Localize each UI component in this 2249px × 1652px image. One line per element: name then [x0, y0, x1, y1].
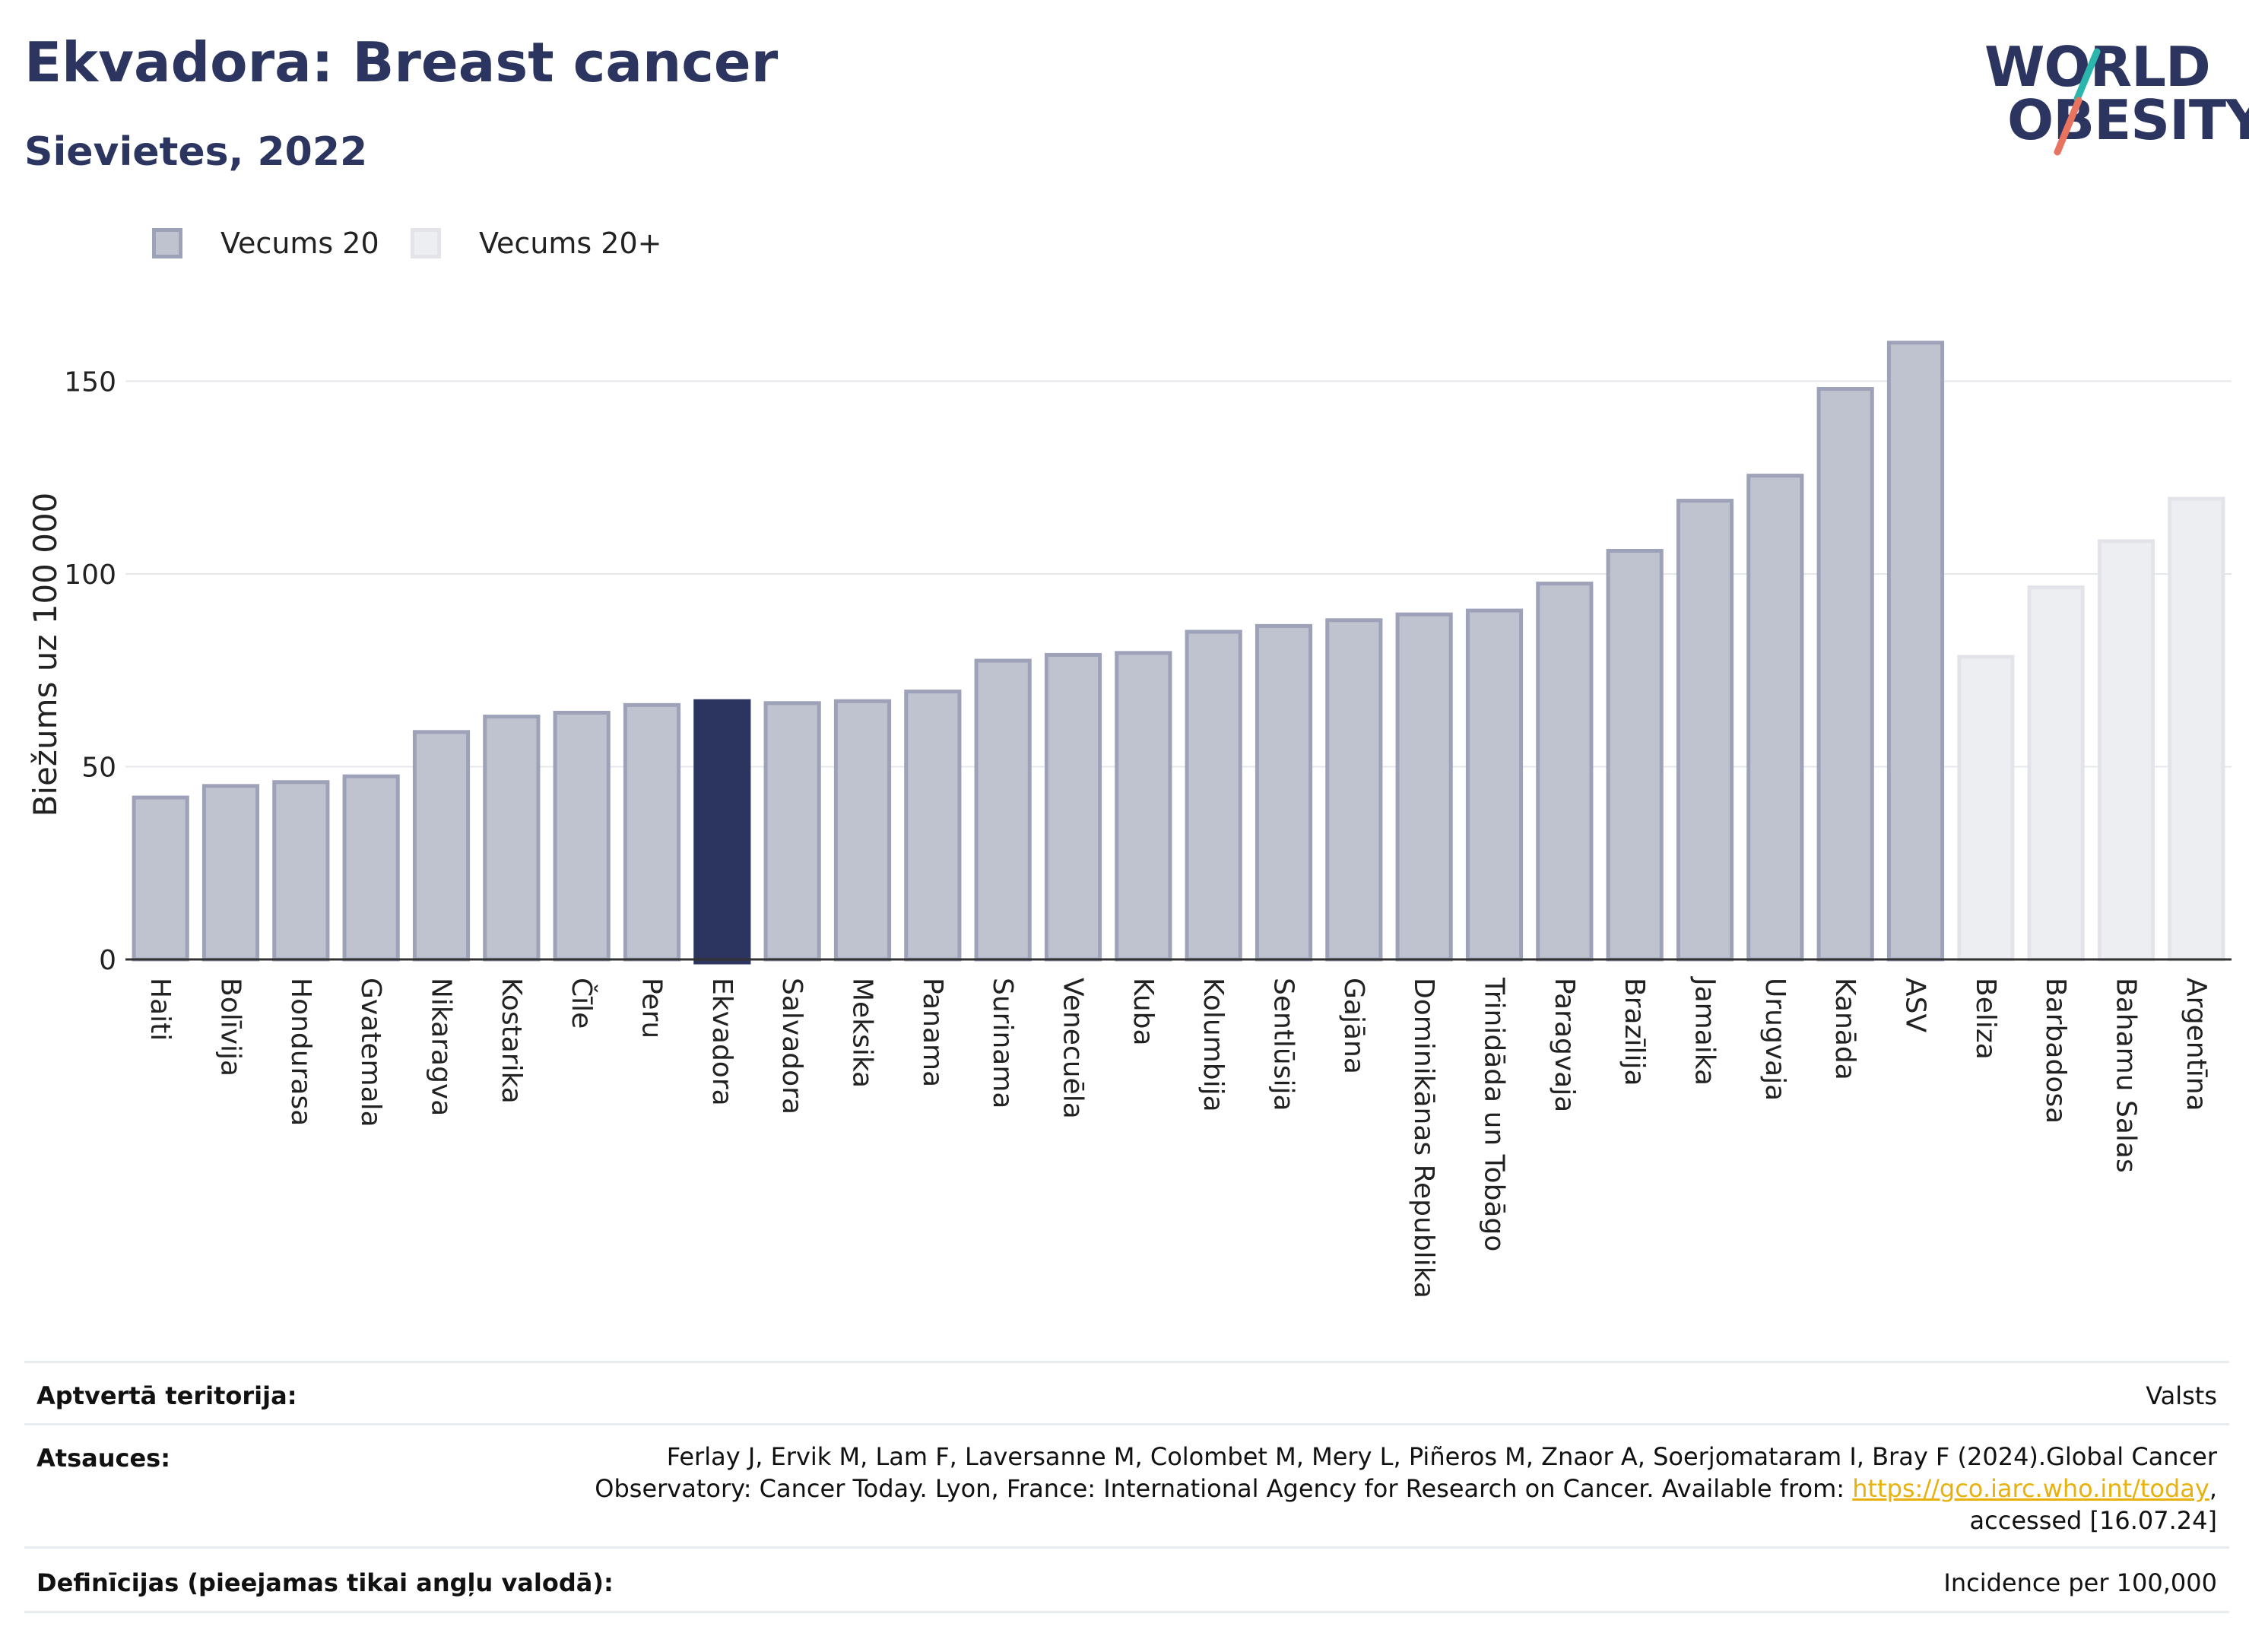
x-tick-label: Kanāda — [1829, 978, 1860, 1080]
x-tick-label: Beliza — [1970, 978, 2001, 1060]
x-tick-label: Surinama — [987, 978, 1018, 1108]
x-tick-label: Venecuēla — [1058, 978, 1089, 1119]
bar-jamaika[interactable] — [1676, 499, 1734, 962]
footer-row-definitions: Definīcijas (pieejamas tikai angļu valod… — [24, 1546, 2229, 1613]
footer: Aptvertā teritorija: Valsts Atsauces: Fe… — [24, 1361, 2229, 1619]
definitions-value: Incidence per 100,000 — [1943, 1568, 2217, 1597]
legend-swatch-age20plus — [411, 228, 441, 258]
territory-value: Valsts — [2146, 1381, 2217, 1410]
x-tick-label: Čīle — [566, 978, 598, 1029]
x-tick-label: Gajāna — [1338, 978, 1369, 1074]
bar-argentīna[interactable] — [2168, 496, 2225, 962]
page-title: Ekvadora: Breast cancer — [24, 30, 779, 94]
bar-bahamu-salas[interactable] — [2097, 539, 2155, 962]
x-tick-label: Dominikānas Republika — [1408, 978, 1439, 1298]
y-tick-label: 50 — [81, 752, 116, 783]
world-obesity-logo: WORLD OBESITY — [1984, 30, 2249, 160]
y-tick-label: 0 — [99, 945, 116, 976]
bar-kanāda[interactable] — [1816, 387, 1874, 962]
bar-surinama[interactable] — [974, 658, 1032, 962]
definitions-label: Definīcijas (pieejamas tikai angļu valod… — [36, 1568, 614, 1597]
footer-row-territory: Aptvertā teritorija: Valsts — [24, 1361, 2229, 1425]
x-tick-label: Kolumbija — [1197, 978, 1229, 1112]
references-link[interactable]: https://gco.iarc.who.int/today — [1852, 1474, 2209, 1503]
bar-asv[interactable] — [1886, 341, 1945, 962]
bars — [132, 341, 2225, 965]
legend-label-age20plus: Vecums 20+ — [479, 227, 662, 260]
x-tick-label: Ekvadora — [706, 978, 738, 1106]
x-tick-label: Panama — [917, 978, 948, 1087]
bar-panama[interactable] — [904, 690, 962, 962]
bar-gajāna[interactable] — [1325, 618, 1383, 962]
x-tick-label: Trinidāda un Tobāgo — [1479, 977, 1510, 1251]
bar-peru[interactable] — [623, 702, 681, 962]
bar-kuba[interactable] — [1115, 651, 1172, 962]
y-tick-label: 150 — [64, 366, 116, 398]
x-tick-label: Jamaika — [1689, 976, 1721, 1086]
gridlines — [125, 380, 2232, 768]
bar-bolīvija[interactable] — [201, 784, 260, 962]
y-axis-title: Biežums uz 100 000 — [27, 493, 64, 817]
bar-ekvadora[interactable] — [693, 699, 751, 965]
references-value: Ferlay J, Ervik M, Lam F, Laversanne M, … — [468, 1441, 2217, 1536]
bar-sentlūsija[interactable] — [1255, 623, 1313, 962]
y-tick-label: 100 — [64, 560, 116, 591]
bar-venecuēla[interactable] — [1044, 652, 1102, 962]
x-tick-label: Kostarika — [496, 978, 527, 1104]
x-tick-label: Gvatemala — [355, 978, 386, 1127]
references-line3: accessed [16.07.24] — [1969, 1506, 2217, 1535]
bar-dominikānas-republika[interactable] — [1395, 612, 1453, 962]
x-tick-label: ASV — [1900, 978, 1931, 1032]
x-tick-label: Peru — [636, 978, 668, 1038]
bar-meksika[interactable] — [833, 699, 892, 962]
x-tick-label: Urugvaja — [1759, 978, 1791, 1101]
legend-swatch-age20 — [152, 228, 182, 258]
x-tick-label: Haiti — [144, 978, 176, 1041]
references-line2-wrap: Observatory: Cancer Today. Lyon, France:… — [468, 1473, 2217, 1505]
territory-label: Aptvertā teritorija: — [36, 1381, 297, 1410]
x-tick-label: Brazīlija — [1619, 978, 1650, 1086]
references-line2: Observatory: Cancer Today. Lyon, France:… — [595, 1474, 1845, 1503]
y-axis-ticks: 0 50 100 150 — [64, 366, 116, 976]
x-tick-label: Sentlūsija — [1268, 978, 1299, 1111]
bar-brazīlija[interactable] — [1606, 549, 1664, 962]
legend-label-age20: Vecums 20 — [220, 227, 379, 260]
x-tick-label: Argentīna — [2181, 978, 2212, 1111]
bar-trinidāda-un-tobāgo[interactable] — [1465, 608, 1524, 962]
bar-haiti[interactable] — [132, 795, 189, 962]
bar-barbadosa[interactable] — [2027, 585, 2085, 962]
bar-hondurasa[interactable] — [272, 780, 330, 962]
bar-beliza[interactable] — [1957, 655, 2015, 962]
references-after-link: , — [2209, 1474, 2217, 1503]
references-label: Atsauces: — [36, 1444, 170, 1473]
bar-urugvaja[interactable] — [1746, 474, 1804, 962]
bar-nikaragva[interactable] — [412, 730, 471, 962]
x-tick-label: Meksika — [847, 978, 878, 1088]
bar-salvadora[interactable] — [763, 701, 821, 962]
bar-kostarika[interactable] — [483, 715, 541, 962]
footer-row-references: Atsauces: Ferlay J, Ervik M, Lam F, Lave… — [24, 1423, 2229, 1549]
x-tick-label: Paragvaja — [1549, 978, 1580, 1112]
bar-čīle[interactable] — [553, 710, 611, 962]
logo-line1: WORLD — [1984, 35, 2211, 99]
bar-chart: 0 50 100 150 Haiti Bolīvija Hondurasa Gvatemal… — [27, 341, 2232, 1298]
x-tick-label: Nikaragva — [426, 978, 457, 1116]
references-line1: Ferlay J, Ervik M, Lam F, Laversanne M, … — [666, 1442, 2217, 1471]
page-subtitle: Sievietes, 2022 — [24, 129, 368, 175]
x-tick-label: Bolīvija — [215, 978, 246, 1076]
bar-paragvaja[interactable] — [1536, 582, 1594, 962]
x-tick-label: Bahamu Salas — [2111, 978, 2142, 1173]
x-tick-label: Kuba — [1128, 978, 1159, 1046]
x-axis-labels: Haiti Bolīvija Hondurasa Gvatemala Nikaragva… — [144, 976, 2212, 1298]
logo-line2: OBESITY — [2007, 88, 2249, 152]
bar-gvatemala[interactable] — [342, 774, 400, 962]
x-tick-label: Salvadora — [776, 978, 807, 1115]
logo-slash-icon — [2054, 48, 2101, 156]
bar-kolumbija[interactable] — [1185, 629, 1242, 962]
x-tick-label: Hondurasa — [285, 978, 316, 1126]
x-tick-label: Barbadosa — [2040, 978, 2071, 1124]
